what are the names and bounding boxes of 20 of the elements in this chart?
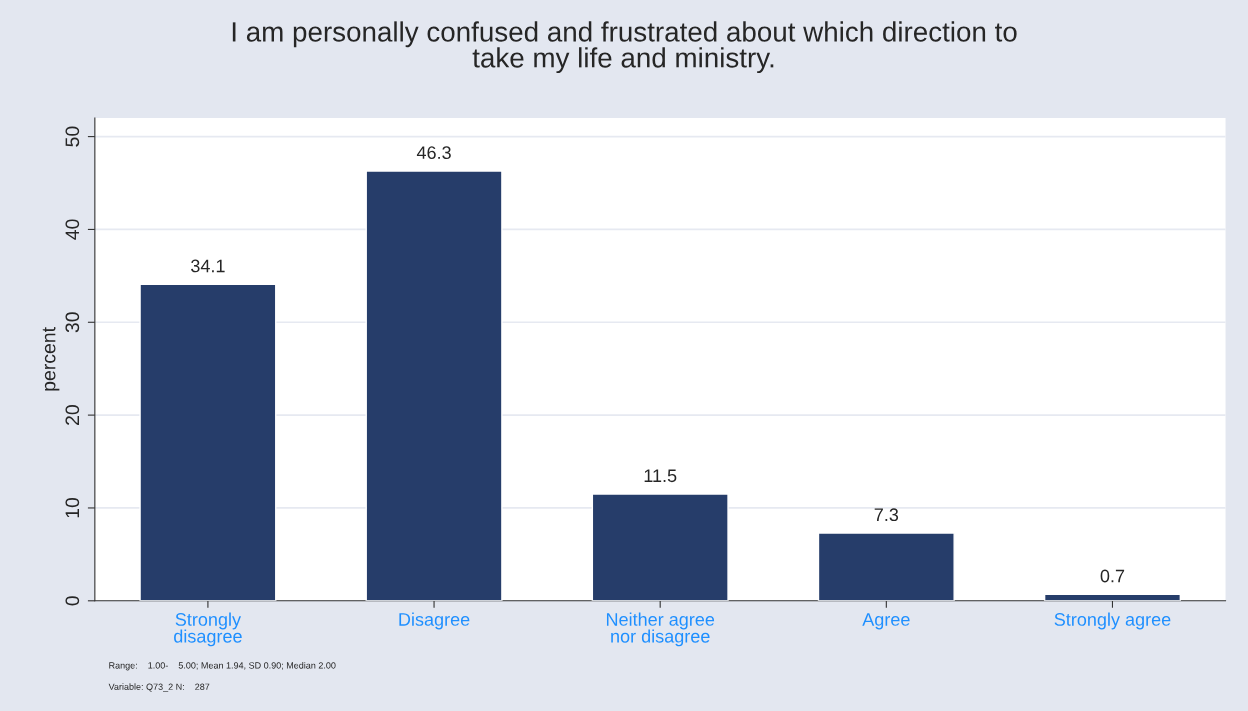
text: Range: 1.00- 5.00; Mean 1.94, SD 0.90; Median 2.00 — [109, 662, 336, 671]
x-tick-label: Agree — [862, 613, 910, 630]
x-tick-label: Strongly agree — [1054, 612, 1171, 630]
y-tick-label: 20 — [65, 405, 80, 425]
x-tick-label: Neither agree nor disagree — [606, 612, 715, 647]
y-axis-title: percent — [42, 327, 60, 391]
data-label: 46.3 — [416, 146, 451, 160]
y-tick-label: 40 — [65, 219, 80, 240]
x-tick-label: Disagree — [399, 612, 470, 630]
chart-title: I am personally confused and frustrated about which direction to take my life and ministry. — [232, 21, 1017, 74]
y-tick-label: 30 — [65, 312, 80, 333]
text: Variable: Q73_2 N: 287 — [108, 683, 210, 692]
y-tick-label: 0 — [65, 596, 80, 606]
data-label: 34.1 — [191, 259, 225, 273]
data-label: 7.3 — [874, 508, 899, 522]
x-tick-label: Strongly disagree — [174, 612, 242, 647]
data-label: 0.7 — [1100, 569, 1125, 583]
data-label: 11.5 — [644, 469, 677, 483]
y-tick-label: 10 — [65, 497, 80, 518]
y-tick-label: 50 — [65, 126, 80, 147]
